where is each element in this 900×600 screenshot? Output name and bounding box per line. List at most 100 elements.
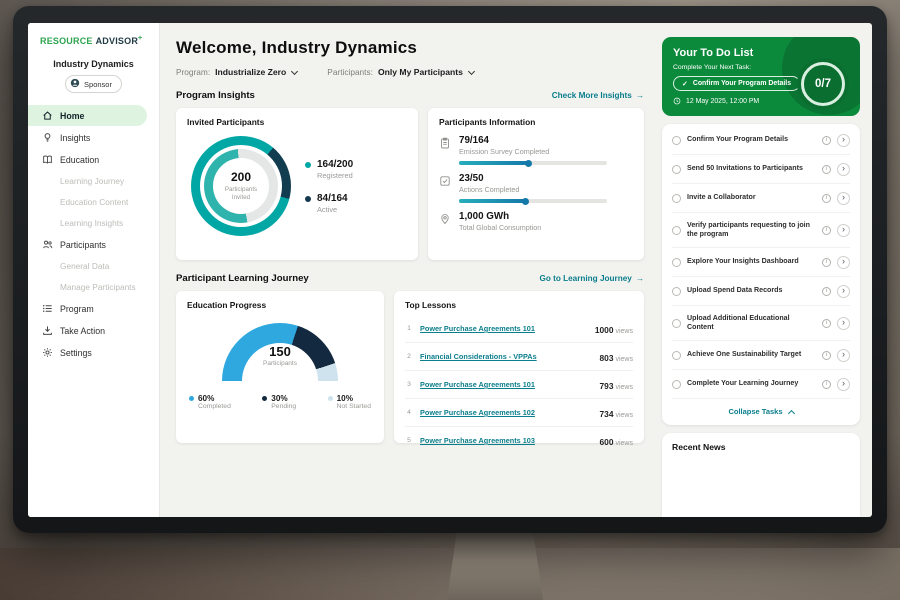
collapse-tasks-button[interactable]: Collapse Tasks (672, 399, 850, 422)
sidebar-item-label: General Data (60, 261, 110, 271)
participants-dropdown[interactable]: Participants: Only My Participants (327, 67, 475, 77)
task-checkbox[interactable] (672, 135, 681, 145)
task-checkbox[interactable] (672, 193, 681, 203)
lesson-views-unit: views (615, 439, 633, 447)
chevron-right-icon[interactable]: › (837, 255, 850, 269)
task-row[interactable]: Invite a Collaborator i › (672, 184, 850, 213)
info-icon[interactable]: i (822, 318, 831, 328)
lesson-link[interactable]: Power Purchase Agreements 101 (420, 380, 535, 389)
todo-tasks-card: Confirm Your Program Details i › Send 50… (662, 124, 860, 426)
sidebar-item-take-action[interactable]: Take Action (28, 320, 159, 341)
donut-center-label: Participants Invited (224, 186, 258, 201)
lesson-views: 1000 (594, 324, 614, 335)
donut-center-value: 200 (230, 170, 252, 185)
task-row[interactable]: Achieve One Sustainability Target i › (672, 341, 850, 371)
info-icon[interactable]: i (822, 135, 831, 145)
legend-value: 84/164 (317, 192, 348, 204)
chevron-right-icon[interactable]: › (837, 191, 850, 205)
go-to-learning-journey-link[interactable]: Go to Learning Journey → (539, 274, 644, 283)
participants-dropdown-value: Only My Participants (377, 67, 463, 77)
task-checkbox[interactable] (672, 257, 681, 267)
sidebar-item-label: Home (60, 110, 85, 121)
task-checkbox[interactable] (672, 318, 681, 328)
lesson-link[interactable]: Power Purchase Agreements 101 (420, 324, 535, 333)
next-task-pill[interactable]: ✓ Confirm Your Program Details (673, 76, 801, 91)
task-checkbox[interactable] (672, 286, 681, 296)
lesson-link[interactable]: Power Purchase Agreements 102 (420, 408, 535, 417)
info-icon[interactable]: i (822, 257, 831, 267)
chevron-right-icon[interactable]: › (837, 162, 850, 176)
task-checkbox[interactable] (672, 350, 681, 360)
lesson-link[interactable]: Financial Considerations - VPPAs (420, 352, 537, 361)
due-date-label: 12 May 2025, 12:00 PM (686, 97, 760, 105)
chevron-right-icon[interactable]: › (837, 316, 850, 330)
sidebar-item-label: Learning Insights (60, 218, 124, 228)
sidebar-item-settings[interactable]: Settings (28, 342, 159, 363)
education-gauge-chart: 150 Participants (222, 323, 338, 381)
task-row[interactable]: Complete Your Learning Journey i › (672, 370, 850, 400)
sidebar-item-participants[interactable]: Participants (28, 234, 159, 255)
task-checkbox[interactable] (672, 164, 681, 174)
recent-news-card: Recent News (662, 433, 860, 517)
todo-subtitle: Complete Your Next Task: (673, 64, 752, 71)
sidebar-item-general-data[interactable]: General Data (28, 256, 159, 276)
sponsor-icon (70, 78, 80, 90)
task-row[interactable]: Send 50 Invitations to Participants i › (672, 155, 850, 184)
sidebar-item-learning-journey[interactable]: Learning Journey (28, 171, 159, 191)
chevron-right-icon[interactable]: › (837, 223, 850, 237)
take-action-icon (42, 325, 53, 336)
sidebar-item-home[interactable]: Home (28, 105, 147, 126)
sidebar-item-program[interactable]: Program (28, 298, 159, 319)
lesson-rank: 4 (407, 409, 411, 416)
program-dropdown[interactable]: Program: Industrialize Zero (176, 67, 299, 77)
info-icon[interactable]: i (822, 350, 831, 360)
task-checkbox[interactable] (672, 379, 681, 389)
monitor-bezel: RESOURCE ADVISOR+ Industry Dynamics Spons… (13, 6, 887, 533)
info-icon[interactable]: i (822, 225, 831, 235)
sidebar-item-label: Take Action (60, 325, 105, 336)
sidebar-item-insights[interactable]: Insights (28, 127, 159, 148)
sidebar-item-education[interactable]: Education (28, 149, 159, 170)
program-dropdown-value: Industrialize Zero (215, 67, 287, 77)
check-icon: ✓ (682, 80, 688, 88)
card-title: Invited Participants (187, 117, 265, 127)
chevron-right-icon[interactable]: › (837, 133, 850, 147)
task-label: Explore Your Insights Dashboard (687, 257, 799, 266)
stat-row: 1,000 GWh Total Global Consumption (439, 211, 633, 232)
sidebar-item-learning-insights[interactable]: Learning Insights (28, 213, 159, 233)
insights-cards-row: Invited Participants 200 Participants In… (176, 108, 644, 260)
task-row[interactable]: Explore Your Insights Dashboard i › (672, 248, 850, 278)
task-checkbox[interactable] (672, 225, 681, 235)
sidebar-item-label: Settings (60, 347, 92, 358)
task-row[interactable]: Confirm Your Program Details i › (672, 126, 850, 155)
chevron-right-icon[interactable]: › (837, 377, 850, 391)
arrow-right-icon: → (635, 274, 644, 283)
task-row[interactable]: Upload Spend Data Records i › (672, 277, 850, 307)
todo-progress-ring: 0/7 (797, 58, 849, 110)
gauge-center: 150 Participants (222, 344, 338, 367)
info-icon[interactable]: i (822, 286, 831, 296)
lesson-views-unit: views (615, 383, 633, 391)
gauge-center-value: 150 (269, 344, 291, 359)
logo-plus: + (138, 35, 143, 42)
info-icon[interactable]: i (822, 164, 831, 174)
info-icon[interactable]: i (822, 193, 831, 203)
task-row[interactable]: Verify participants requesting to join t… (672, 213, 850, 249)
task-label: Verify participants requesting to join t… (687, 220, 810, 239)
sidebar-item-manage-participants[interactable]: Manage Participants (28, 277, 159, 297)
legend-label: Not Started (336, 403, 371, 410)
legend-item: 30% Pending (262, 394, 296, 410)
sidebar-item-education-content[interactable]: Education Content (28, 192, 159, 212)
task-row[interactable]: Upload Additional Educational Content i … (672, 306, 850, 342)
legend-dot-not-started (327, 396, 333, 401)
lesson-row: 5 Power Purchase Agreements 103 600 views (405, 427, 633, 454)
top-lessons-card: Top Lessons 1 Power Purchase Agreements … (394, 291, 644, 447)
lesson-link[interactable]: Power Purchase Agreements 103 (420, 436, 535, 445)
chevron-right-icon[interactable]: › (837, 284, 850, 298)
info-icon[interactable]: i (822, 379, 831, 389)
lesson-rank: 2 (407, 353, 411, 360)
task-label: Upload Additional Educational Content (687, 313, 790, 332)
chevron-right-icon[interactable]: › (837, 348, 850, 362)
sponsor-badge[interactable]: Sponsor (65, 75, 122, 93)
check-more-insights-link[interactable]: Check More Insights → (552, 91, 644, 100)
